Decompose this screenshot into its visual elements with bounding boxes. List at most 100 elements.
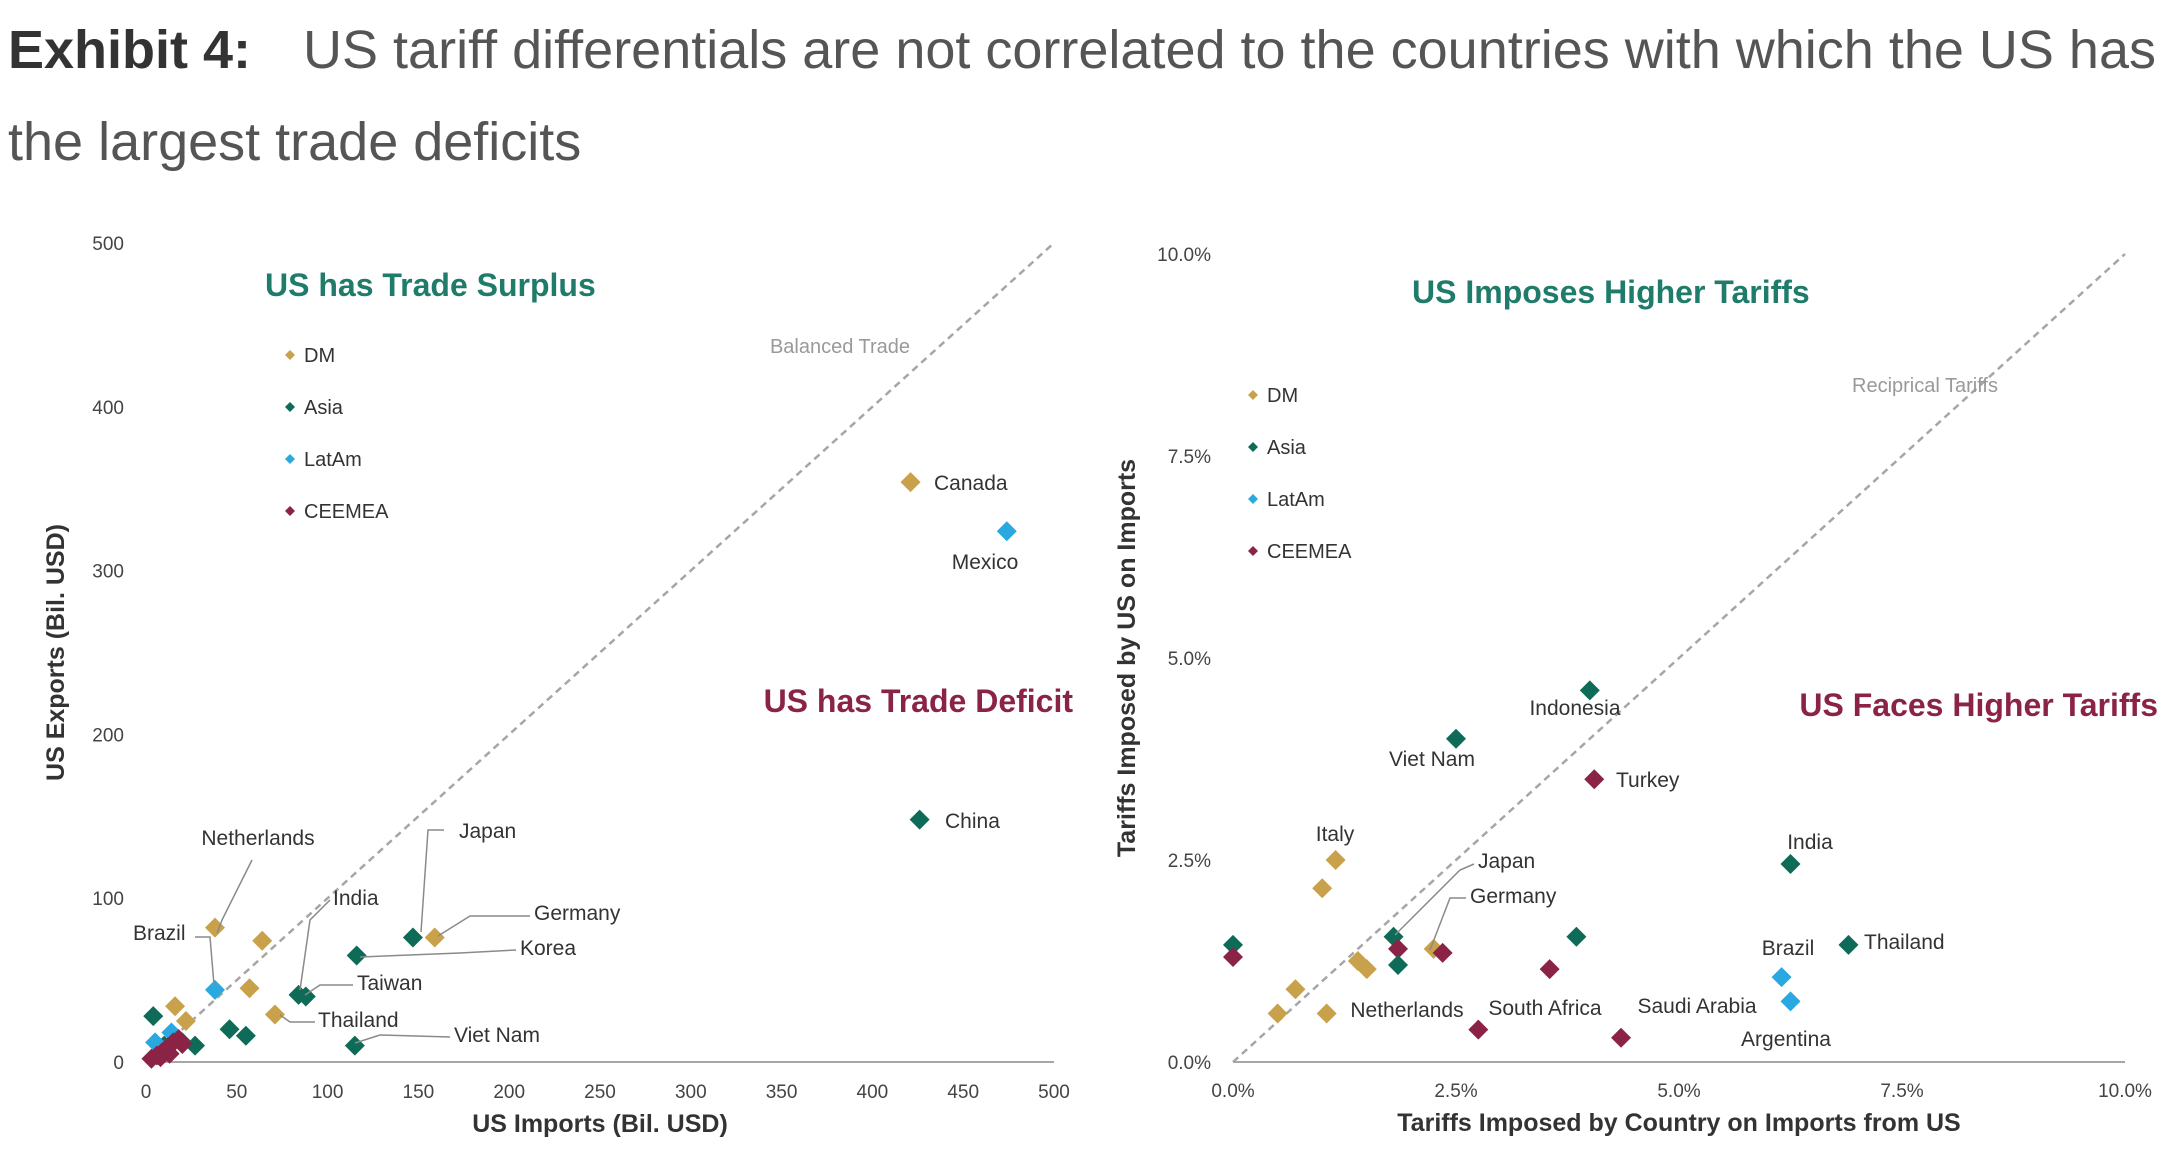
chart1-x-tick-label: 500 [1038, 1082, 1070, 1103]
chart2-point-asia [1223, 934, 1243, 955]
chart1-legend-label-asia: Asia [304, 397, 344, 419]
chart1-y-tick-label: 100 [92, 889, 124, 910]
chart2-point-label: Germany [1470, 885, 1557, 908]
chart2-legend-marker-ceemea [1248, 546, 1258, 556]
chart2-point-viet-nam [1446, 728, 1466, 749]
chart2-leader-line [1429, 897, 1466, 951]
chart1-quadrant-lower-label: US has Trade Deficit [764, 683, 1074, 719]
chart1-leader-line [216, 859, 253, 934]
chart2-legend-label-ceemea: CEEMEA [1267, 541, 1352, 563]
chart2-point-ceemea [1388, 938, 1409, 959]
chart2-y-tick-label: 5.0% [1168, 649, 1211, 670]
chart2-point-dm [1285, 979, 1306, 1000]
chart1-legend-marker-dm [285, 350, 295, 360]
chart2-x-axis-title: Tariffs Imposed by Country on Imports fr… [1397, 1109, 1960, 1137]
chart1-point-dm [252, 930, 273, 951]
chart1-point-label: Brazil [133, 922, 186, 945]
chart2-legend-label-dm: DM [1267, 385, 1298, 407]
chart1-x-tick-label: 200 [493, 1082, 525, 1103]
chart1-point-india [288, 984, 309, 1005]
exhibit-title-text: US tariff differentials are not correlat… [8, 20, 2156, 172]
chart1-point-viet-nam [344, 1035, 365, 1056]
chart2-x-tick-label: 0.0% [1211, 1081, 1254, 1102]
chart1-x-tick-label: 250 [584, 1082, 616, 1103]
chart2-reference-label: Reciprical Tariffs [1852, 375, 1998, 397]
chart1-point-korea [346, 945, 367, 966]
chart2-quadrant-upper-label: US Imposes Higher Tariffs [1412, 274, 1810, 310]
chart1-x-tick-label: 300 [675, 1082, 707, 1103]
chart2-point-dm [1356, 959, 1377, 980]
chart1-point-label: Korea [520, 937, 576, 960]
chart1-point-brazil [205, 979, 226, 1000]
chart2-point-label: Viet Nam [1389, 748, 1475, 771]
chart2-point-india [1780, 854, 1801, 875]
chart2-point-label: Netherlands [1350, 999, 1463, 1022]
chart1-point-label: Viet Nam [454, 1024, 540, 1047]
chart2-legend-marker-asia [1248, 442, 1258, 452]
chart2-point-thailand [1838, 934, 1859, 955]
chart1-legend-label-ceemea: CEEMEA [304, 501, 389, 523]
chart2-point-turkey [1584, 769, 1605, 790]
exhibit-label: Exhibit 4: [8, 20, 252, 80]
chart2-y-axis-title: Tariffs Imposed by US on Imports [1113, 459, 1141, 857]
chart1-point-germany [424, 927, 445, 948]
chart2-y-tick-label: 2.5% [1168, 851, 1211, 872]
chart2-point-label: Thailand [1864, 931, 1945, 954]
chart1-x-tick-label: 450 [947, 1082, 979, 1103]
chart1-point-label: India [333, 887, 379, 910]
chart2-point-brazil [1771, 967, 1792, 988]
chart2-y-tick-label: 10.0% [1157, 245, 1211, 266]
chart2-point-south-africa [1468, 1019, 1489, 1040]
chart1-point-label: Canada [934, 472, 1008, 495]
chart1-x-tick-label: 350 [766, 1082, 798, 1103]
chart2-point-label: Turkey [1616, 769, 1680, 792]
chart1-point-label: Thailand [318, 1009, 399, 1032]
chart1-leader-line [279, 1014, 315, 1023]
chart2-leader-line [1394, 863, 1475, 936]
chart1-leader-line [437, 915, 530, 937]
chart2-point-saudi-arabia [1611, 1027, 1632, 1048]
chart2-point-dm [1267, 1003, 1288, 1024]
chart2-x-tick-label: 5.0% [1657, 1081, 1700, 1102]
chart1-point-label: Netherlands [201, 827, 314, 850]
chart2-point-label: Saudi Arabia [1637, 995, 1756, 1018]
chart1-point-label: Taiwan [357, 972, 422, 995]
chart2-point-indonesia [1579, 680, 1600, 701]
chart2-point-label: Argentina [1741, 1028, 1831, 1051]
chart1-legend-label-dm: DM [304, 345, 335, 367]
chart2-point-label: Japan [1478, 850, 1535, 873]
chart2-x-tick-label: 10.0% [2098, 1081, 2152, 1102]
chart1-leader-line [304, 984, 353, 996]
chart2-reference-line [1232, 253, 2126, 1063]
chart2-y-tick-label: 0.0% [1168, 1053, 1211, 1074]
chart2-point-dm [1312, 878, 1333, 899]
chart1-y-axis-title: US Exports (Bil. USD) [42, 524, 70, 781]
chart2-point-ceemea [1432, 942, 1453, 963]
chart1-reference-line [145, 242, 1055, 1063]
chart2-y-tick-label: 7.5% [1168, 447, 1211, 468]
chart1-reference-label: Balanced Trade [770, 336, 910, 358]
chart1-x-axis-title: US Imports (Bil. USD) [472, 1110, 728, 1138]
chart2-point-italy [1325, 850, 1346, 870]
chart1-legend-label-latam: LatAm [304, 449, 362, 471]
chart1-y-tick-label: 400 [92, 398, 124, 419]
chart1-leader-line [354, 1034, 451, 1044]
chart1-leader-line [420, 829, 444, 933]
chart2-legend-marker-latam [1248, 494, 1258, 504]
chart1-point-label: Mexico [952, 551, 1019, 574]
chart2-point-label: India [1787, 831, 1833, 854]
chart2-point-ceemea [1223, 946, 1243, 967]
chart2-point-asia [1566, 926, 1587, 947]
chart2-quadrant-lower-label: US Faces Higher Tariffs [1799, 687, 2158, 723]
chart2-point-label: Indonesia [1529, 697, 1620, 720]
chart1-point-dm [239, 978, 260, 999]
chart1-point-asia [235, 1025, 256, 1046]
chart1-leader-line [195, 936, 215, 986]
chart1-point-ceemea [159, 1043, 180, 1064]
chart1-x-tick-label: 150 [403, 1082, 435, 1103]
chart2-x-tick-label: 7.5% [1880, 1081, 1923, 1102]
chart1-y-tick-label: 200 [92, 725, 124, 746]
chart2-legend-label-latam: LatAm [1267, 489, 1325, 511]
chart2-point-asia [1388, 955, 1409, 976]
chart1-point-label: China [945, 810, 1000, 833]
